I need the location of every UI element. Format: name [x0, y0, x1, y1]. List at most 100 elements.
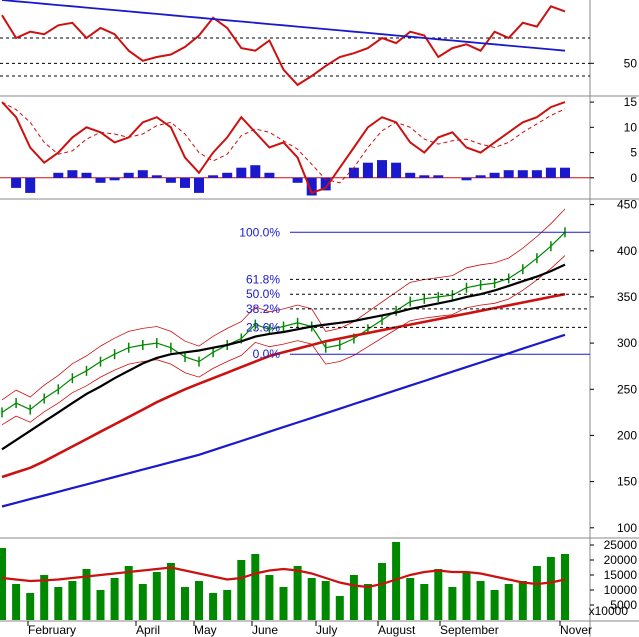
x-axis-month-label: July — [316, 623, 337, 637]
volume-bar — [448, 587, 457, 620]
volume-bar — [434, 569, 443, 620]
macd-histogram-bar — [348, 167, 359, 178]
volume-bar — [363, 584, 372, 620]
macd-histogram-bar — [377, 160, 387, 178]
volume-bar — [110, 578, 119, 620]
fib-level-label: 0.0% — [253, 347, 281, 361]
volume-bar — [54, 587, 63, 620]
y-axis-tick-label: 300 — [617, 336, 637, 350]
macd-histogram-bar — [151, 175, 162, 178]
volume-bar — [392, 542, 401, 620]
x-axis-month-label: June — [252, 623, 278, 637]
volume-bar — [68, 581, 77, 620]
macd-histogram-bar — [560, 167, 570, 178]
fib-level-label: 100.0% — [239, 225, 280, 239]
macd-histogram-bar — [123, 172, 134, 178]
volume-panel — [0, 542, 569, 620]
x-axis-month-label: April — [136, 623, 160, 637]
macd-histogram-bar — [165, 177, 176, 183]
volume-bar — [195, 581, 203, 620]
volume-bar — [0, 548, 6, 620]
macd-panel — [0, 101, 590, 196]
volume-bar — [518, 581, 527, 620]
x-axis-month-label: February — [28, 623, 76, 637]
y-axis-tick-label: 50 — [624, 56, 638, 70]
volume-bar — [335, 596, 344, 620]
volume-bar — [223, 590, 232, 620]
volume-bar — [181, 587, 189, 620]
macd-histogram-bar — [405, 172, 416, 178]
volume-bar — [265, 575, 274, 620]
y-axis-tick-label: 150 — [617, 475, 637, 489]
volume-bar — [237, 560, 246, 620]
macd-histogram-bar — [292, 177, 303, 183]
ma50-line — [1, 263, 566, 451]
y-axis-tick-label: 450 — [617, 198, 637, 212]
macd-histogram-bar — [137, 170, 148, 178]
volume-bar — [462, 572, 471, 620]
y-axis-tick-label: 350 — [617, 290, 637, 304]
volume-bar — [26, 593, 35, 620]
x-axis-month-label: May — [194, 623, 217, 637]
volume-bar — [406, 578, 415, 620]
macd-histogram-bar — [419, 175, 430, 178]
x-axis-labels: February April May June July August September N… — [27, 621, 592, 637]
macd-histogram-bar — [489, 172, 500, 178]
macd-histogram-bar — [461, 177, 472, 181]
macd-histogram-bar — [362, 162, 373, 178]
macd-histogram-bar — [194, 177, 204, 193]
volume-bar — [209, 593, 218, 620]
volume-average-line — [1, 566, 566, 589]
y-axis-tick-label: 10000 — [604, 583, 638, 597]
y-axis-tick-label: 15 — [624, 95, 638, 109]
volume-bar — [546, 557, 555, 620]
price-panel — [1, 208, 590, 508]
x-axis-month-label: Nover — [560, 623, 592, 637]
macd-histogram-bar — [517, 170, 528, 178]
y-axis-tick-label: 0 — [630, 171, 637, 185]
macd-histogram-bar — [391, 162, 402, 178]
y-axis-tick-label: 5000 — [610, 598, 637, 612]
macd-histogram-bar — [236, 167, 247, 178]
ma200-line — [1, 333, 566, 508]
macd-histogram-bar — [433, 175, 444, 178]
fib-level-label: 50.0% — [246, 287, 280, 301]
rsi-panel — [0, 0, 590, 87]
macd-histogram-bar — [531, 170, 542, 178]
volume-bar — [420, 584, 429, 620]
macd-histogram-bar — [11, 177, 22, 188]
macd-histogram-bar — [320, 177, 331, 191]
fib-level-label: 38.2% — [246, 302, 280, 316]
x-axis-month-label: August — [378, 623, 416, 637]
y-axis-tick-label: 400 — [617, 244, 637, 258]
y-axis-tick-label: 200 — [617, 428, 637, 442]
fib-level-label: 61.8% — [246, 272, 280, 286]
fib-level-label: 23.6% — [246, 320, 280, 334]
y-axis-tick-label: 25000 — [604, 538, 638, 552]
rsi-line — [1, 5, 566, 87]
volume-bar — [166, 563, 175, 620]
y-axis-tick-label: 100 — [617, 521, 637, 535]
volume-bar — [82, 569, 91, 620]
y-axis-tick-label: 10 — [624, 120, 638, 134]
ma100-line — [1, 292, 566, 479]
macd-histogram-bar — [250, 165, 261, 178]
macd-histogram-bar — [503, 170, 514, 178]
volume-bar — [251, 554, 260, 620]
volume-bar — [307, 578, 316, 620]
macd-histogram-bar — [222, 172, 233, 178]
y-axis-tick-label: 20000 — [604, 553, 638, 567]
volume-bar — [124, 566, 133, 620]
x-axis-month-label: September — [440, 623, 499, 637]
volume-bar — [532, 566, 541, 620]
macd-histogram-bar — [306, 177, 317, 196]
volume-bar — [40, 575, 49, 620]
macd-signal-line — [1, 101, 566, 184]
macd-histogram-bar — [475, 175, 486, 178]
macd-histogram-bar — [25, 177, 36, 193]
y-axis-tick-label: 15000 — [604, 568, 638, 582]
volume-bar — [96, 590, 105, 620]
volume-bar — [152, 572, 161, 620]
